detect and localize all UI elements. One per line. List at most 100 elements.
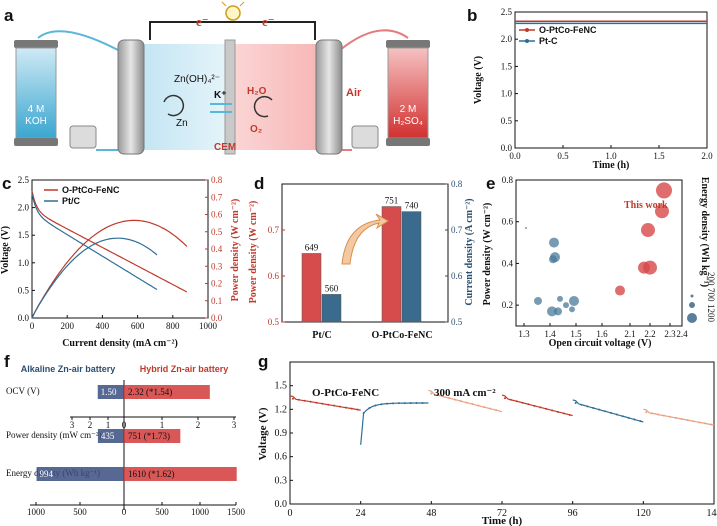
y-tick-label: 0.6 bbox=[275, 452, 288, 463]
top-tick-label: 2 bbox=[196, 420, 201, 430]
scatter-point bbox=[549, 237, 559, 248]
y-tick-label: 1.5 bbox=[18, 230, 30, 240]
x-axis-label: Time (h) bbox=[482, 515, 523, 526]
panel-a: a e⁻ e⁻ 4 M KOH 2 M bbox=[0, 0, 462, 170]
data-point bbox=[509, 398, 512, 401]
data-point bbox=[668, 415, 671, 418]
chart-c: 0 200 400 600 800 10000.00.51.01.52.02.50.00.… bbox=[0, 175, 241, 349]
scatter-point bbox=[641, 223, 655, 238]
category-label-o-ptco: O-PtCo-FeNC bbox=[371, 330, 432, 341]
data-point bbox=[545, 407, 548, 410]
bar bbox=[401, 211, 422, 323]
data-point bbox=[592, 406, 595, 409]
x-tick-label: 2.1 bbox=[624, 329, 635, 339]
data-point bbox=[674, 416, 677, 419]
row-label: Power density (mW cm⁻²) bbox=[6, 430, 102, 440]
y-tick-label: 0.9 bbox=[275, 428, 288, 439]
bulb-icon bbox=[221, 1, 245, 21]
data-point bbox=[710, 423, 713, 426]
y2-tick-label: 0.7 bbox=[211, 192, 223, 202]
scatter-point bbox=[656, 182, 672, 199]
data-point bbox=[680, 417, 683, 420]
data-point bbox=[436, 394, 439, 397]
data-point bbox=[356, 408, 359, 411]
hybrid-title: Hybrid Zn-air battery bbox=[140, 364, 229, 374]
legend-pt-c: Pt-C bbox=[539, 36, 558, 46]
data-point bbox=[339, 405, 342, 408]
left-tank-conc: 4 M bbox=[28, 104, 45, 115]
data-point bbox=[574, 402, 577, 405]
y2-tick-label: 0.8 bbox=[451, 179, 463, 189]
bar-value-label: 649 bbox=[305, 242, 319, 252]
top-tick-label: 2 bbox=[88, 420, 93, 430]
chart-g: 0 24 48 72 96 120 144 0.0 0.3 0.6 0.9 1.2 1.5 O-PtCo… bbox=[257, 361, 717, 526]
x-tick-label: 2.0 bbox=[701, 151, 713, 161]
x-tick-label: 400 bbox=[96, 321, 110, 331]
legend-o-ptco: O-PtCo-FeNC bbox=[62, 185, 120, 195]
y-tick-label: 2.5 bbox=[501, 7, 513, 17]
data-point bbox=[598, 408, 601, 411]
y-tick-label: 0.7 bbox=[268, 225, 280, 235]
scatter-point bbox=[549, 255, 557, 264]
power-curve-pt-c bbox=[31, 237, 158, 319]
panel-label-d: d bbox=[254, 174, 265, 193]
cycling-segment bbox=[643, 408, 715, 426]
y2-tick-label: 0.6 bbox=[211, 210, 223, 220]
data-point bbox=[503, 397, 506, 400]
data-point bbox=[291, 397, 294, 400]
y-axis-label: Voltage (V) bbox=[0, 226, 11, 274]
x-tick-label: 96 bbox=[568, 508, 578, 519]
air-label: Air bbox=[346, 87, 362, 99]
data-point bbox=[627, 416, 630, 419]
data-point bbox=[309, 400, 312, 403]
top-tick-label: 1 bbox=[160, 420, 165, 430]
data-point bbox=[465, 401, 468, 404]
y-tick-label: 0.2 bbox=[502, 300, 513, 310]
size-legend-title: Energy density (Wh kg⁻¹) bbox=[699, 177, 710, 287]
alkaline-title: Alkaline Zn-air battery bbox=[21, 364, 116, 374]
data-point bbox=[639, 420, 642, 423]
bottom-tick-label: 500 bbox=[155, 507, 169, 517]
y-tick-label: 2.5 bbox=[18, 175, 30, 185]
plot-frame bbox=[281, 183, 449, 323]
data-point bbox=[380, 403, 383, 406]
bottom-tick-label: 0 bbox=[122, 507, 127, 517]
scatter-point bbox=[569, 295, 579, 306]
data-point bbox=[551, 409, 554, 412]
bottom-tick-label: 1500 bbox=[227, 507, 246, 517]
top-tick-label: 1 bbox=[106, 420, 111, 430]
y-tick-label: 2.0 bbox=[18, 203, 30, 213]
top-tick-label: 3 bbox=[70, 420, 75, 430]
panel-label-e: e bbox=[486, 174, 496, 193]
y2-tick-label: 0.1 bbox=[211, 296, 222, 306]
x-tick-label: 1.5 bbox=[570, 329, 582, 339]
data-point bbox=[321, 402, 324, 405]
y-tick-label: 0.4 bbox=[502, 258, 514, 268]
data-point bbox=[568, 413, 571, 416]
hybrid-value: 2.32 (*1.54) bbox=[128, 387, 172, 397]
panel-label-f: f bbox=[4, 352, 10, 371]
data-point bbox=[539, 406, 542, 409]
panel-label-c: c bbox=[2, 174, 12, 193]
panel-label-a: a bbox=[4, 6, 14, 25]
y-tick-label: 0.6 bbox=[268, 271, 280, 281]
right-pump-icon bbox=[351, 125, 379, 149]
data-point bbox=[327, 403, 330, 406]
scatter-point bbox=[655, 204, 669, 219]
x-tick-label: 1.6 bbox=[596, 329, 608, 339]
scatter-point bbox=[643, 260, 657, 275]
cycling-segment bbox=[289, 395, 361, 411]
data-point bbox=[704, 422, 707, 425]
data-point bbox=[362, 412, 365, 415]
voltage-curve-pt-c bbox=[31, 193, 158, 291]
panel-b: b 0.0 0.5 1.0 1.5 2.0 0.0 0.5 1.0 1.5 2.0 2.5 Time… bbox=[463, 0, 717, 171]
battery-schematic: e⁻ e⁻ 4 M KOH 2 M H₂SO₄ bbox=[14, 1, 430, 155]
cycling-segment bbox=[572, 399, 644, 423]
zincate-label: Zn(OH)₄²⁻ bbox=[174, 74, 220, 85]
oxygen-label: O₂ bbox=[250, 124, 262, 135]
legend-o-ptco: O-PtCo-FeNC bbox=[539, 25, 597, 35]
hybrid-value: 1610 (*1.62) bbox=[128, 469, 175, 479]
data-point bbox=[392, 402, 395, 405]
y2-axis-label: Power density (W cm⁻²) bbox=[230, 199, 241, 302]
